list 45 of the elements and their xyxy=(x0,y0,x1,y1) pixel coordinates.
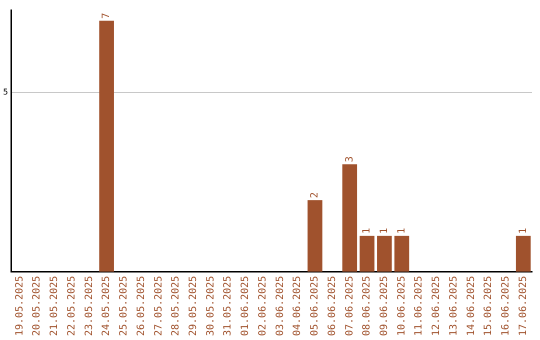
x-tick-label: 07.06.2025 xyxy=(344,276,356,336)
x-tick-label: 16.06.2025 xyxy=(500,276,512,336)
x-tick-label: 15.06.2025 xyxy=(483,276,494,336)
data-label: 1 xyxy=(518,228,529,234)
data-label: 3 xyxy=(344,156,356,162)
bar xyxy=(342,164,358,272)
x-tick-label: 21.05.2025 xyxy=(49,276,60,336)
x-tick-label: 19.05.2025 xyxy=(14,276,26,336)
x-tick-label: 13.06.2025 xyxy=(448,276,460,336)
x-tick-label: 28.05.2025 xyxy=(170,276,182,336)
x-tick-label: 10.06.2025 xyxy=(396,276,408,336)
x-tick-label: 06.06.2025 xyxy=(326,276,338,336)
data-label: 1 xyxy=(379,228,390,234)
data-label: 7 xyxy=(101,12,112,19)
bar xyxy=(308,200,322,272)
x-tick-label: 20.05.2025 xyxy=(32,276,43,336)
bar xyxy=(516,236,531,272)
bar xyxy=(99,20,114,272)
x-tick-label: 01.06.2025 xyxy=(240,276,252,336)
x-tick-label: 17.06.2025 xyxy=(518,276,529,336)
bar xyxy=(394,236,410,272)
x-tick-label: 23.05.2025 xyxy=(84,276,95,336)
y-tick-label: 5 xyxy=(2,88,8,97)
bar xyxy=(377,236,392,272)
x-tick-label: 03.06.2025 xyxy=(274,276,286,336)
x-tick-label: 24.05.2025 xyxy=(101,276,112,336)
x-tick-label: 25.05.2025 xyxy=(118,276,130,336)
data-label: 2 xyxy=(310,192,321,198)
x-tick-label: 14.06.2025 xyxy=(466,276,477,336)
x-tick-label: 08.06.2025 xyxy=(362,276,373,336)
x-tick-label: 12.06.2025 xyxy=(431,276,442,336)
x-tick-label: 04.06.2025 xyxy=(292,276,304,336)
x-tick-label: 22.05.2025 xyxy=(66,276,78,336)
x-tick-label: 02.06.2025 xyxy=(257,276,268,336)
x-tick-label: 11.06.2025 xyxy=(414,276,425,336)
x-tick-label: 26.05.2025 xyxy=(136,276,147,336)
data-label: 1 xyxy=(396,228,408,234)
x-tick-label: 31.05.2025 xyxy=(222,276,234,336)
x-tick-label: 09.06.2025 xyxy=(379,276,390,336)
x-tick-label: 30.05.2025 xyxy=(205,276,216,336)
x-tick-label: 29.05.2025 xyxy=(188,276,199,336)
data-label: 1 xyxy=(362,228,373,234)
x-tick-label: 27.05.2025 xyxy=(153,276,164,336)
x-tick-label: 05.06.2025 xyxy=(310,276,321,336)
bar xyxy=(360,236,374,272)
